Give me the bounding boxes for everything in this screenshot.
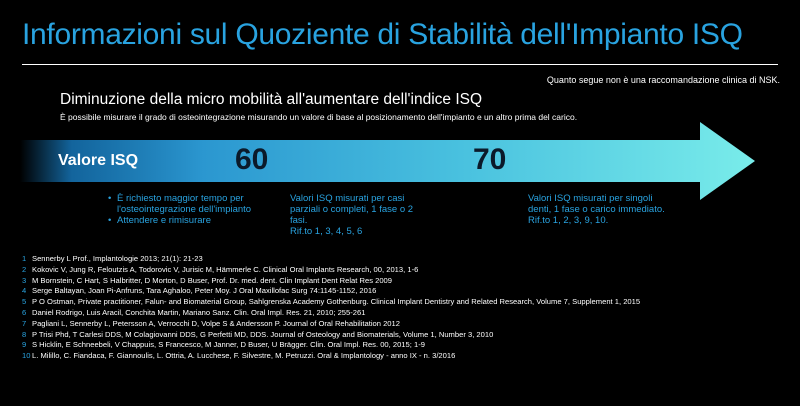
- reference-item: 7 Pagliani L, Sennerby L, Petersson A, Ve…: [22, 319, 792, 330]
- reference-text: Kokovic V, Jung R, Feloutzis A, Todorovi…: [32, 264, 419, 274]
- guidance-item: Attendere e rimisurare: [108, 215, 258, 226]
- arrow-shape: [20, 122, 755, 200]
- reference-number: 4: [22, 286, 27, 296]
- reference-number: 5: [22, 297, 27, 307]
- page-title: Informazioni sul Quoziente di Stabilità …: [22, 18, 743, 51]
- section-heading: Diminuzione della micro mobilità all'aum…: [60, 91, 483, 108]
- low-isq-guidance: È richiesto maggior tempo per l'osteoint…: [108, 193, 258, 226]
- reference-number: 6: [22, 307, 27, 317]
- reference-item: 1 Sennerby L Prof., Implantologie 2013; 2…: [22, 254, 792, 265]
- isq-arrow: [20, 122, 755, 200]
- disclaimer: Quanto segue non è una raccomandazione c…: [546, 75, 780, 85]
- reference-text: Daniel Rodrigo, Luis Aracil, Conchita Ma…: [32, 307, 366, 317]
- references-list: 1 Sennerby L Prof., Implantologie 2013; 2…: [22, 254, 792, 362]
- reference-item: 9 S Hicklin, E Schneebeli, V Chappuis, S …: [22, 340, 792, 351]
- mid-guidance-text: Valori ISQ misurati per casi parziali o …: [290, 193, 414, 226]
- high-isq-guidance: Valori ISQ misurati per singoli denti, 1…: [528, 193, 668, 226]
- isq-label: Valore ISQ: [58, 152, 139, 169]
- reference-item: 3 M Bornstein, C Hart, S Halbritter, D Mo…: [22, 276, 792, 287]
- reference-number: 3: [22, 275, 27, 285]
- reference-text: Pagliani L, Sennerby L, Petersson A, Ver…: [32, 318, 400, 328]
- reference-text: Serge Baltayan, Joan Pi-Anfruns, Tara Ag…: [32, 286, 377, 296]
- high-guidance-text: Valori ISQ misurati per singoli denti, 1…: [528, 193, 665, 215]
- reference-text: P Trisi Phd, T Carlesi DDS, M Colagiovan…: [32, 329, 494, 339]
- reference-item: 2 Kokovic V, Jung R, Feloutzis A, Todorov…: [22, 265, 792, 276]
- mid-isq-guidance: Valori ISQ misurati per casi parziali o …: [290, 193, 420, 237]
- reference-number: 7: [22, 318, 27, 328]
- reference-text: S Hicklin, E Schneebeli, V Chappuis, S F…: [32, 340, 425, 350]
- reference-text: L. Milillo, C. Fiandaca, F. Giannoulis, …: [32, 351, 456, 361]
- reference-text: M Bornstein, C Hart, S Halbritter, D Mor…: [32, 275, 393, 285]
- reference-item: 5 P O Ostman, Private practitioner, Falun…: [22, 297, 792, 308]
- isq-value-70: 70: [473, 143, 507, 176]
- reference-item: 8 P Trisi Phd, T Carlesi DDS, M Colagiova…: [22, 330, 792, 341]
- mid-guidance-refs: Rif.to 1, 3, 4, 5, 6: [290, 226, 363, 237]
- guidance-item: È richiesto maggior tempo per l'osteoint…: [108, 193, 258, 215]
- reference-text: P O Ostman, Private practitioner, Falun-…: [32, 297, 641, 307]
- reference-number: 2: [22, 264, 27, 274]
- reference-item: 10 L. Milillo, C. Fiandaca, F. Giannoulis…: [22, 351, 792, 362]
- reference-number: 8: [22, 329, 27, 339]
- isq-value-60: 60: [235, 143, 269, 176]
- reference-number: 10: [22, 351, 31, 361]
- high-guidance-refs: Rif.to 1, 2, 3, 9, 10.: [528, 215, 609, 226]
- reference-number: 9: [22, 340, 27, 350]
- reference-item: 6 Daniel Rodrigo, Luis Aracil, Conchita M…: [22, 308, 792, 319]
- reference-number: 1: [22, 254, 27, 263]
- reference-item: 4 Serge Baltayan, Joan Pi-Anfruns, Tara A…: [22, 286, 792, 297]
- reference-text: Sennerby L Prof., Implantologie 2013; 21…: [32, 254, 203, 263]
- title-divider: [22, 64, 778, 65]
- section-subheading: È possibile misurare il grado di osteoin…: [60, 112, 578, 122]
